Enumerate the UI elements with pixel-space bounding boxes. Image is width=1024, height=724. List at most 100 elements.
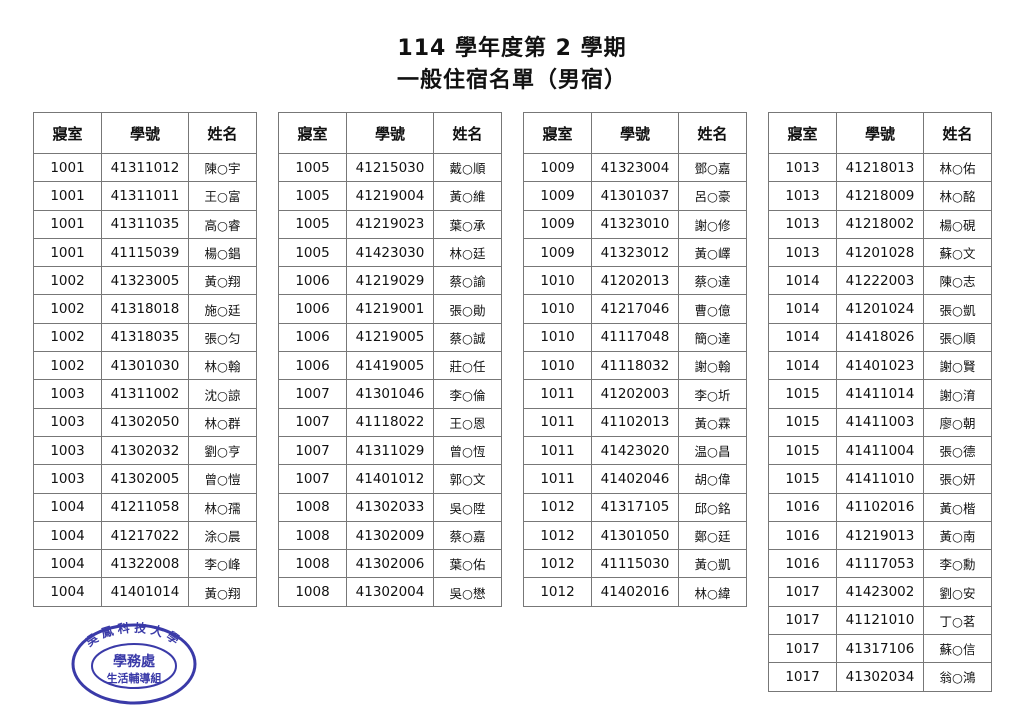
table-row: 1006 41219001 張○勛 xyxy=(278,294,502,324)
cell-name: 張○順 xyxy=(923,322,992,353)
cell-name: 楊○硯 xyxy=(923,209,992,239)
table-row: 1002 41323005 黃○翔 xyxy=(33,266,257,296)
cell-student-id: 41423002 xyxy=(836,577,924,607)
cell-room: 1012 xyxy=(523,492,592,522)
cell-room: 1007 xyxy=(278,435,347,466)
table-row: 1001 41311011 王○富 xyxy=(33,181,257,211)
cell-room: 1011 xyxy=(523,379,592,409)
column-header-student-id: 學號 xyxy=(101,112,189,154)
cell-name: 林○翰 xyxy=(188,351,257,381)
cell-room: 1016 xyxy=(768,549,837,579)
table-row: 1010 41118032 謝○翰 xyxy=(523,351,747,381)
cell-student-id: 41323012 xyxy=(591,237,679,268)
cell-name: 戴○順 xyxy=(433,152,502,183)
cell-room: 1009 xyxy=(523,181,592,211)
table-row: 1012 41115030 黃○凱 xyxy=(523,549,747,579)
cell-student-id: 41219004 xyxy=(346,181,434,211)
cell-student-id: 41411010 xyxy=(836,464,924,494)
cell-name: 張○匀 xyxy=(188,322,257,353)
cell-student-id: 41211058 xyxy=(101,492,189,522)
header-row: 寢室 學號 姓名 xyxy=(523,112,747,154)
cell-name: 邱○銘 xyxy=(678,492,747,522)
cell-room: 1004 xyxy=(33,549,102,579)
cell-name: 林○群 xyxy=(188,407,257,437)
cell-room: 1002 xyxy=(33,322,102,353)
table-row: 1002 41318018 施○廷 xyxy=(33,294,257,324)
table-row: 1011 41202003 李○圻 xyxy=(523,379,747,409)
cell-name: 黃○翔 xyxy=(188,577,257,607)
cell-student-id: 41419005 xyxy=(346,351,434,381)
cell-student-id: 41302009 xyxy=(346,520,434,551)
cell-name: 劉○亨 xyxy=(188,435,257,466)
table-row: 1005 41215030 戴○順 xyxy=(278,152,502,183)
cell-student-id: 41202013 xyxy=(591,266,679,296)
cell-name: 蘇○文 xyxy=(923,237,992,268)
table-row: 1012 41402016 林○緯 xyxy=(523,577,747,607)
cell-name: 鄧○嘉 xyxy=(678,152,747,183)
cell-room: 1001 xyxy=(33,152,102,183)
cell-name: 張○勛 xyxy=(433,294,502,324)
cell-name: 黃○凱 xyxy=(678,549,747,579)
cell-student-id: 41219005 xyxy=(346,322,434,353)
table-row: 1013 41218002 楊○硯 xyxy=(768,209,992,239)
cell-room: 1013 xyxy=(768,181,837,211)
table-row: 1004 41322008 李○峰 xyxy=(33,549,257,579)
cell-room: 1008 xyxy=(278,520,347,551)
cell-student-id: 41401014 xyxy=(101,577,189,607)
cell-room: 1013 xyxy=(768,237,837,268)
cell-room: 1012 xyxy=(523,577,592,607)
cell-student-id: 41222003 xyxy=(836,266,924,296)
cell-room: 1014 xyxy=(768,266,837,296)
table-row: 1011 41423020 温○昌 xyxy=(523,435,747,466)
table-row: 1017 41317106 蘇○信 xyxy=(768,634,992,664)
column-header-room: 寢室 xyxy=(33,112,102,154)
table-row: 1007 41118022 王○恩 xyxy=(278,407,502,437)
cell-student-id: 41317105 xyxy=(591,492,679,522)
column-header-room: 寢室 xyxy=(278,112,347,154)
cell-room: 1009 xyxy=(523,209,592,239)
cell-room: 1015 xyxy=(768,379,837,409)
cell-student-id: 41302032 xyxy=(101,435,189,466)
cell-name: 劉○安 xyxy=(923,577,992,607)
cell-name: 林○廷 xyxy=(433,237,502,268)
table-row: 1010 41202013 蔡○達 xyxy=(523,266,747,296)
cell-room: 1014 xyxy=(768,351,837,381)
cell-room: 1003 xyxy=(33,407,102,437)
table-row: 1015 41411014 謝○淯 xyxy=(768,379,992,409)
cell-room: 1005 xyxy=(278,237,347,268)
table-row: 1008 41302033 吳○陞 xyxy=(278,492,502,522)
cell-name: 胡○偉 xyxy=(678,464,747,494)
cell-name: 陳○宇 xyxy=(188,152,257,183)
table-row: 1011 41102013 黃○霖 xyxy=(523,407,747,437)
cell-student-id: 41301037 xyxy=(591,181,679,211)
cell-name: 蔡○達 xyxy=(678,266,747,296)
dorm-table: 寢室 學號 姓名 1009 41323004 鄧○嘉 1009 41301037 呂○豪 1009… xyxy=(523,112,747,607)
cell-student-id: 41311002 xyxy=(101,379,189,409)
cell-student-id: 41219001 xyxy=(346,294,434,324)
cell-student-id: 41218013 xyxy=(836,152,924,183)
cell-student-id: 41323005 xyxy=(101,266,189,296)
table-row: 1001 41311012 陳○宇 xyxy=(33,152,257,183)
cell-name: 謝○淯 xyxy=(923,379,992,409)
cell-room: 1004 xyxy=(33,492,102,522)
cell-name: 簡○達 xyxy=(678,322,747,353)
cell-name: 鄭○廷 xyxy=(678,520,747,551)
cell-name: 翁○鴻 xyxy=(923,662,992,692)
cell-name: 莊○任 xyxy=(433,351,502,381)
cell-name: 李○峰 xyxy=(188,549,257,579)
table-row: 1015 41411010 張○妍 xyxy=(768,464,992,494)
cell-name: 施○廷 xyxy=(188,294,257,324)
table-row: 1004 41401014 黃○翔 xyxy=(33,577,257,607)
cell-name: 温○昌 xyxy=(678,435,747,466)
cell-name: 黃○維 xyxy=(433,181,502,211)
cell-student-id: 41411004 xyxy=(836,435,924,466)
column-header-name: 姓名 xyxy=(433,112,502,154)
cell-name: 李○勳 xyxy=(923,549,992,579)
cell-student-id: 41219029 xyxy=(346,266,434,296)
table-row: 1010 41117048 簡○達 xyxy=(523,322,747,353)
cell-student-id: 41115039 xyxy=(101,237,189,268)
cell-room: 1014 xyxy=(768,294,837,324)
cell-name: 林○佑 xyxy=(923,152,992,183)
cell-room: 1008 xyxy=(278,549,347,579)
cell-name: 黃○翔 xyxy=(188,266,257,296)
